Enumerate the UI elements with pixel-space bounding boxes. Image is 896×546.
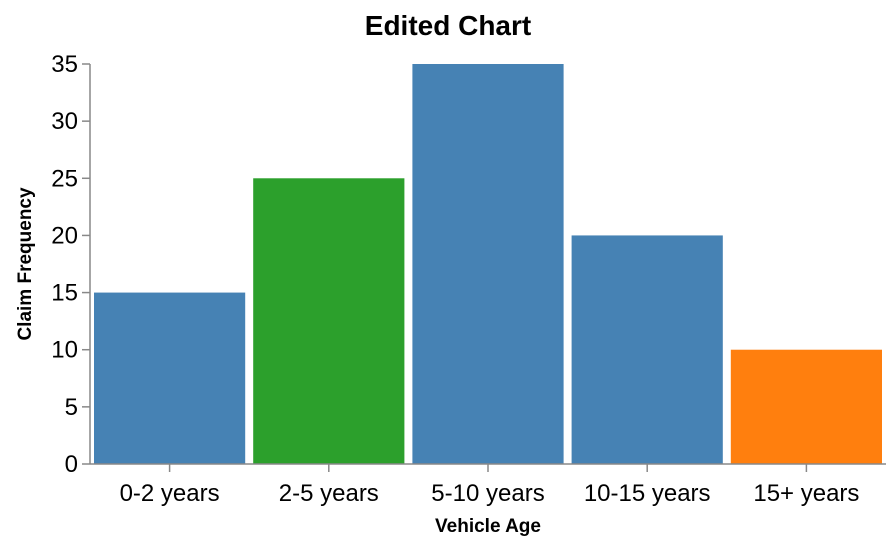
chart-title: Edited Chart (365, 10, 531, 41)
y-tick-label-20: 20 (51, 222, 78, 249)
y-tick-label-35: 35 (51, 51, 78, 78)
x-axis: 0-2 years 2-5 years 5-10 years 10-15 years 1… (90, 463, 886, 507)
y-axis-title: Claim Frequency (15, 187, 36, 341)
y-tick-label-25: 25 (51, 165, 78, 192)
bar-15-years (730, 349, 882, 464)
bars-group (94, 64, 882, 465)
x-tick-label-15-years: 15+ years (753, 480, 859, 507)
bar-5-10-years (412, 64, 564, 464)
bar-0-2-years (94, 292, 246, 464)
x-tick-label-2-5-years: 2-5 years (279, 480, 379, 507)
y-tick-label-10: 10 (51, 337, 78, 364)
bar-2-5-years (253, 178, 405, 465)
bar-10-15-years (571, 235, 723, 464)
y-tick-label-0: 0 (65, 451, 78, 478)
y-axis: 0 5 10 15 20 25 30 35 (51, 51, 91, 478)
y-tick-label-30: 30 (51, 108, 78, 135)
x-tick-label-5-10-years: 5-10 years (431, 480, 544, 507)
x-tick-label-10-15-years: 10-15 years (584, 480, 711, 507)
y-tick-label-5: 5 (65, 394, 78, 421)
x-tick-label-0-2-years: 0-2 years (120, 480, 220, 507)
y-tick-label-15: 15 (51, 280, 78, 307)
x-axis-title: Vehicle Age (435, 516, 541, 537)
